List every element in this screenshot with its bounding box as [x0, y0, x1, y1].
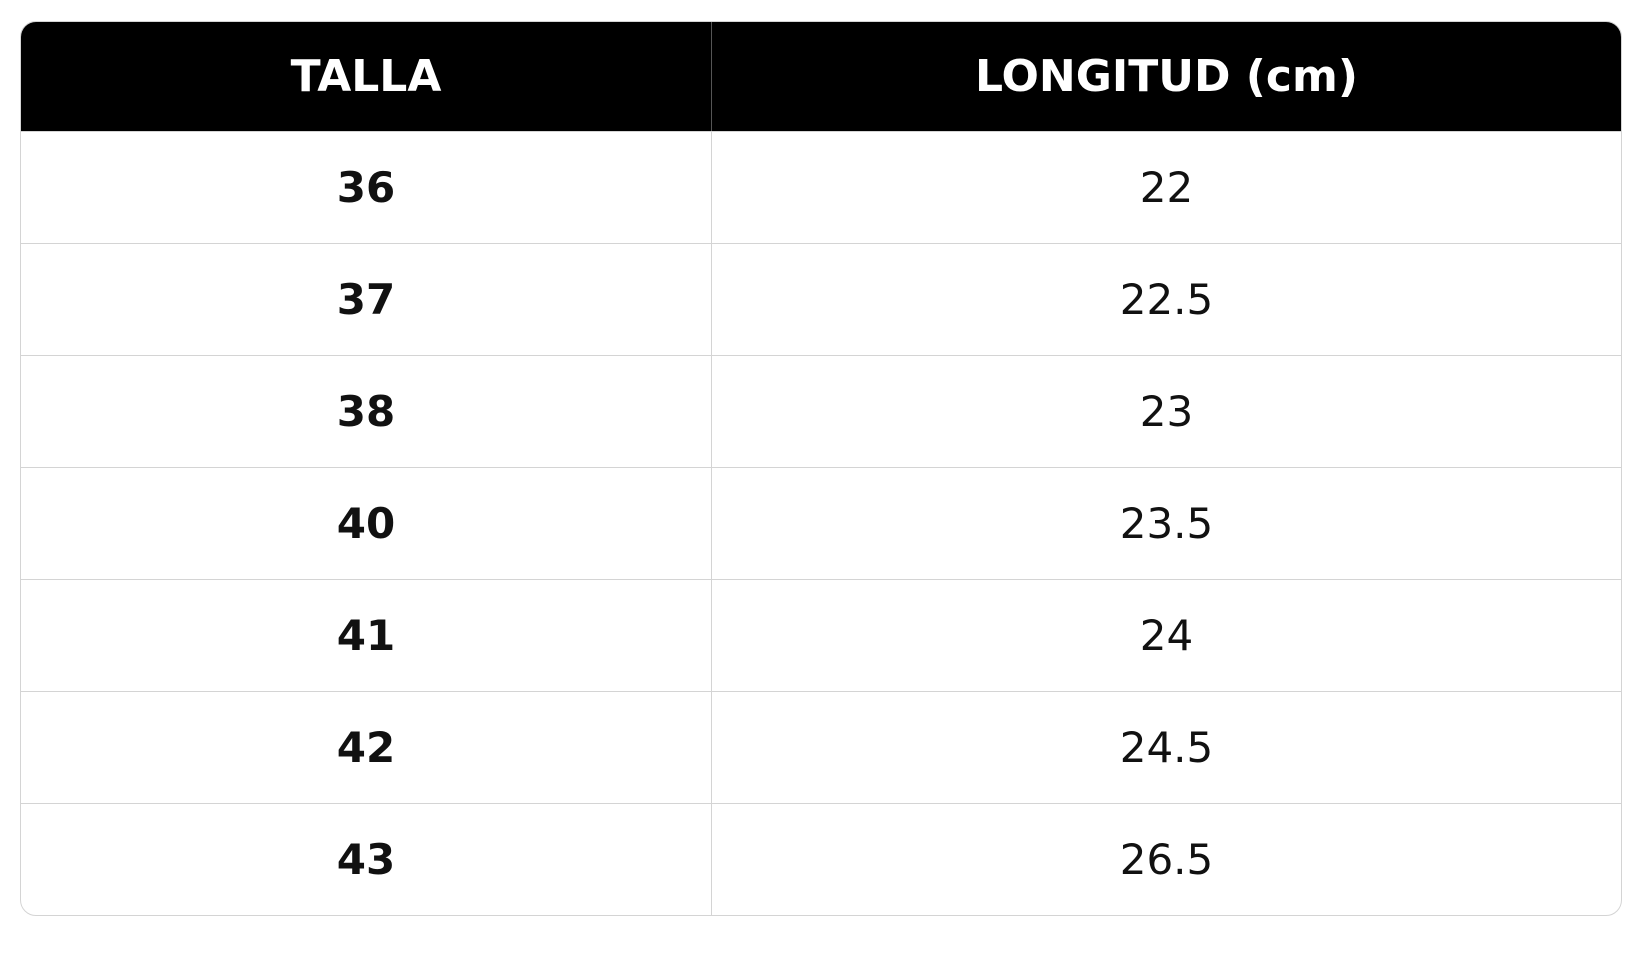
size-cell: 40	[21, 468, 712, 579]
length-cell: 26.5	[1119, 835, 1214, 884]
table-row: 43 26.5	[21, 803, 1621, 915]
header-cell: LONGITUD (cm)	[975, 51, 1358, 102]
length-cell: 24	[1139, 611, 1194, 660]
size-cell: 41	[21, 580, 712, 691]
header-row: TALLA LONGITUD (cm)	[21, 22, 1621, 131]
size-cell: 43	[21, 804, 712, 915]
size-cell: 36	[21, 132, 712, 243]
table-row: 38 23	[21, 355, 1621, 467]
table-row: 40 23.5	[21, 467, 1621, 579]
size-table: TALLA LONGITUD (cm) 36 22 37 22.5 38 23 40 23.5…	[20, 21, 1622, 916]
length-cell: 24.5	[1119, 723, 1214, 772]
header-cell: TALLA	[21, 22, 712, 131]
length-cell: 22.5	[1119, 275, 1214, 324]
table-row: 41 24	[21, 579, 1621, 691]
length-cell: 23	[1139, 387, 1194, 436]
table-row: 42 24.5	[21, 691, 1621, 803]
length-cell: 23.5	[1119, 499, 1214, 548]
table-row: 37 22.5	[21, 243, 1621, 355]
size-cell: 42	[21, 692, 712, 803]
table-row: 36 22	[21, 131, 1621, 243]
length-cell: 22	[1139, 163, 1194, 212]
size-cell: 38	[21, 356, 712, 467]
size-cell: 37	[21, 244, 712, 355]
